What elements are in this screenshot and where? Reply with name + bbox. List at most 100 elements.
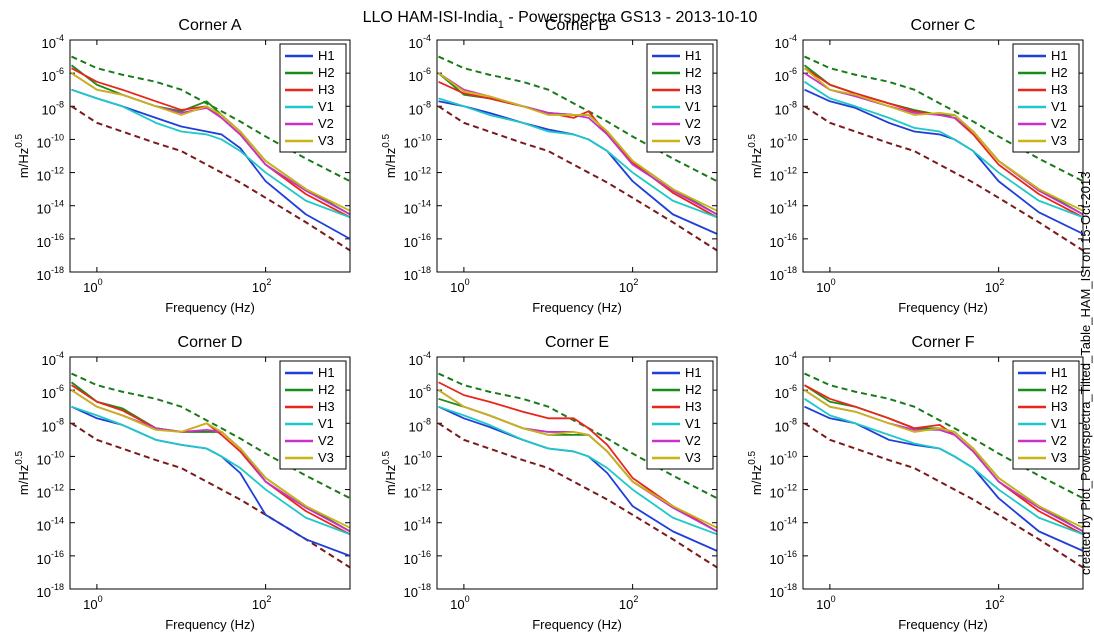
- legend-label: H2: [1051, 65, 1068, 80]
- y-tick-label: 10-18: [37, 265, 64, 283]
- y-tick-label: 10-18: [770, 265, 797, 283]
- plot-area: [437, 372, 717, 569]
- y-tick-exponent: -16: [51, 549, 64, 559]
- series-line: [438, 381, 717, 533]
- y-tick-label: 10-12: [37, 483, 64, 501]
- y-tick-exponent: -8: [423, 416, 431, 426]
- legend-label: V2: [685, 116, 701, 131]
- y-tick-label: 10-10: [37, 449, 64, 467]
- x-tick-base: 10: [252, 597, 266, 612]
- legend-label: H1: [318, 365, 335, 380]
- y-tick-base: 10: [409, 386, 423, 401]
- y-tick-label: 10-14: [404, 199, 431, 217]
- x-tick-exponent: 2: [633, 277, 638, 287]
- y-tick-label: 10-12: [770, 483, 797, 501]
- y-tick-label: 10-6: [42, 66, 64, 84]
- x-tick-base: 10: [450, 280, 464, 295]
- y-tick-base: 10: [775, 69, 789, 84]
- y-tick-exponent: -18: [418, 265, 431, 275]
- y-tick-label: 10-14: [770, 199, 797, 217]
- axes-frame: [802, 39, 1084, 273]
- y-tick-label: 10-8: [775, 99, 797, 117]
- y-tick-exponent: -12: [418, 166, 431, 176]
- y-tick-label: 10-14: [37, 516, 64, 534]
- y-tick-base: 10: [770, 169, 784, 184]
- y-axis-label: m/Hz0.5: [747, 450, 764, 495]
- legend-label: V3: [1051, 133, 1067, 148]
- series-line: [804, 389, 1083, 529]
- y-tick-label: 10-12: [404, 166, 431, 184]
- x-axis-label: Frequency (Hz): [165, 617, 255, 632]
- x-tick-base: 10: [816, 597, 830, 612]
- series-line: [803, 67, 1083, 212]
- x-tick-label: 102: [252, 277, 271, 295]
- y-tick-label: 10-16: [404, 232, 431, 250]
- axes-frame: [436, 39, 718, 273]
- y-tick-base: 10: [404, 585, 418, 600]
- subplot-title: Corner B: [545, 17, 609, 34]
- y-tick-base: 10: [770, 452, 784, 467]
- legend-label: V1: [685, 99, 701, 114]
- series-line: [437, 72, 717, 212]
- subplot-title: Corner E: [545, 334, 609, 351]
- y-tick-base: 10: [770, 235, 784, 250]
- x-tick-exponent: 0: [465, 594, 470, 604]
- reference-line: [438, 372, 717, 500]
- y-tick-exponent: -8: [56, 416, 64, 426]
- y-axis-label-exponent: 0.5: [14, 450, 25, 464]
- x-tick-base: 10: [985, 597, 999, 612]
- legend-label: V3: [685, 133, 701, 148]
- y-tick-base: 10: [42, 386, 56, 401]
- y-tick-exponent: -4: [56, 350, 64, 360]
- y-tick-label: 10-16: [770, 232, 797, 250]
- y-tick-base: 10: [42, 353, 56, 368]
- y-tick-base: 10: [37, 202, 51, 217]
- x-tick-base: 10: [83, 597, 97, 612]
- y-tick-exponent: -10: [51, 449, 64, 459]
- y-tick-base: 10: [409, 36, 423, 51]
- y-tick-exponent: -12: [784, 483, 797, 493]
- x-tick-label: 102: [252, 594, 271, 612]
- y-tick-label: 10-16: [37, 232, 64, 250]
- y-tick-label: 10-6: [775, 383, 797, 401]
- y-tick-exponent: -4: [423, 350, 431, 360]
- y-axis-label: m/Hz0.5: [14, 450, 31, 495]
- x-axis-label: Frequency (Hz): [898, 300, 988, 315]
- y-axis-label-text: m/Hz: [749, 148, 764, 178]
- y-tick-base: 10: [770, 519, 784, 534]
- y-tick-base: 10: [409, 69, 423, 84]
- subplot-title: Corner D: [178, 334, 243, 351]
- series-line: [804, 88, 1083, 235]
- y-tick-exponent: -14: [51, 199, 64, 209]
- x-tick-exponent: 0: [465, 277, 470, 287]
- y-tick-exponent: -10: [418, 132, 431, 142]
- y-tick-exponent: -6: [56, 383, 64, 393]
- legend-label: V2: [318, 433, 334, 448]
- y-tick-base: 10: [404, 235, 418, 250]
- y-tick-exponent: -14: [418, 199, 431, 209]
- x-axis-label: Frequency (Hz): [165, 300, 255, 315]
- reference-line: [804, 372, 1083, 500]
- y-tick-label: 10-10: [770, 132, 797, 150]
- legend-label: V3: [685, 450, 701, 465]
- y-tick-base: 10: [404, 135, 418, 150]
- series-line: [438, 97, 717, 219]
- legend-box: [279, 360, 347, 470]
- legend-label: V2: [685, 433, 701, 448]
- legend-label: V1: [1051, 416, 1067, 431]
- legend-label: H1: [1051, 365, 1068, 380]
- reference-line: [437, 422, 717, 569]
- x-tick-exponent: 0: [831, 277, 836, 287]
- series-line: [71, 389, 350, 529]
- x-tick-exponent: 0: [831, 594, 836, 604]
- y-tick-base: 10: [770, 268, 784, 283]
- x-tick-label: 100: [816, 594, 835, 612]
- y-tick-base: 10: [770, 202, 784, 217]
- x-tick-base: 10: [816, 280, 830, 295]
- x-tick-label: 100: [450, 277, 469, 295]
- y-tick-base: 10: [775, 102, 789, 117]
- y-tick-base: 10: [770, 486, 784, 501]
- y-tick-label: 10-10: [770, 449, 797, 467]
